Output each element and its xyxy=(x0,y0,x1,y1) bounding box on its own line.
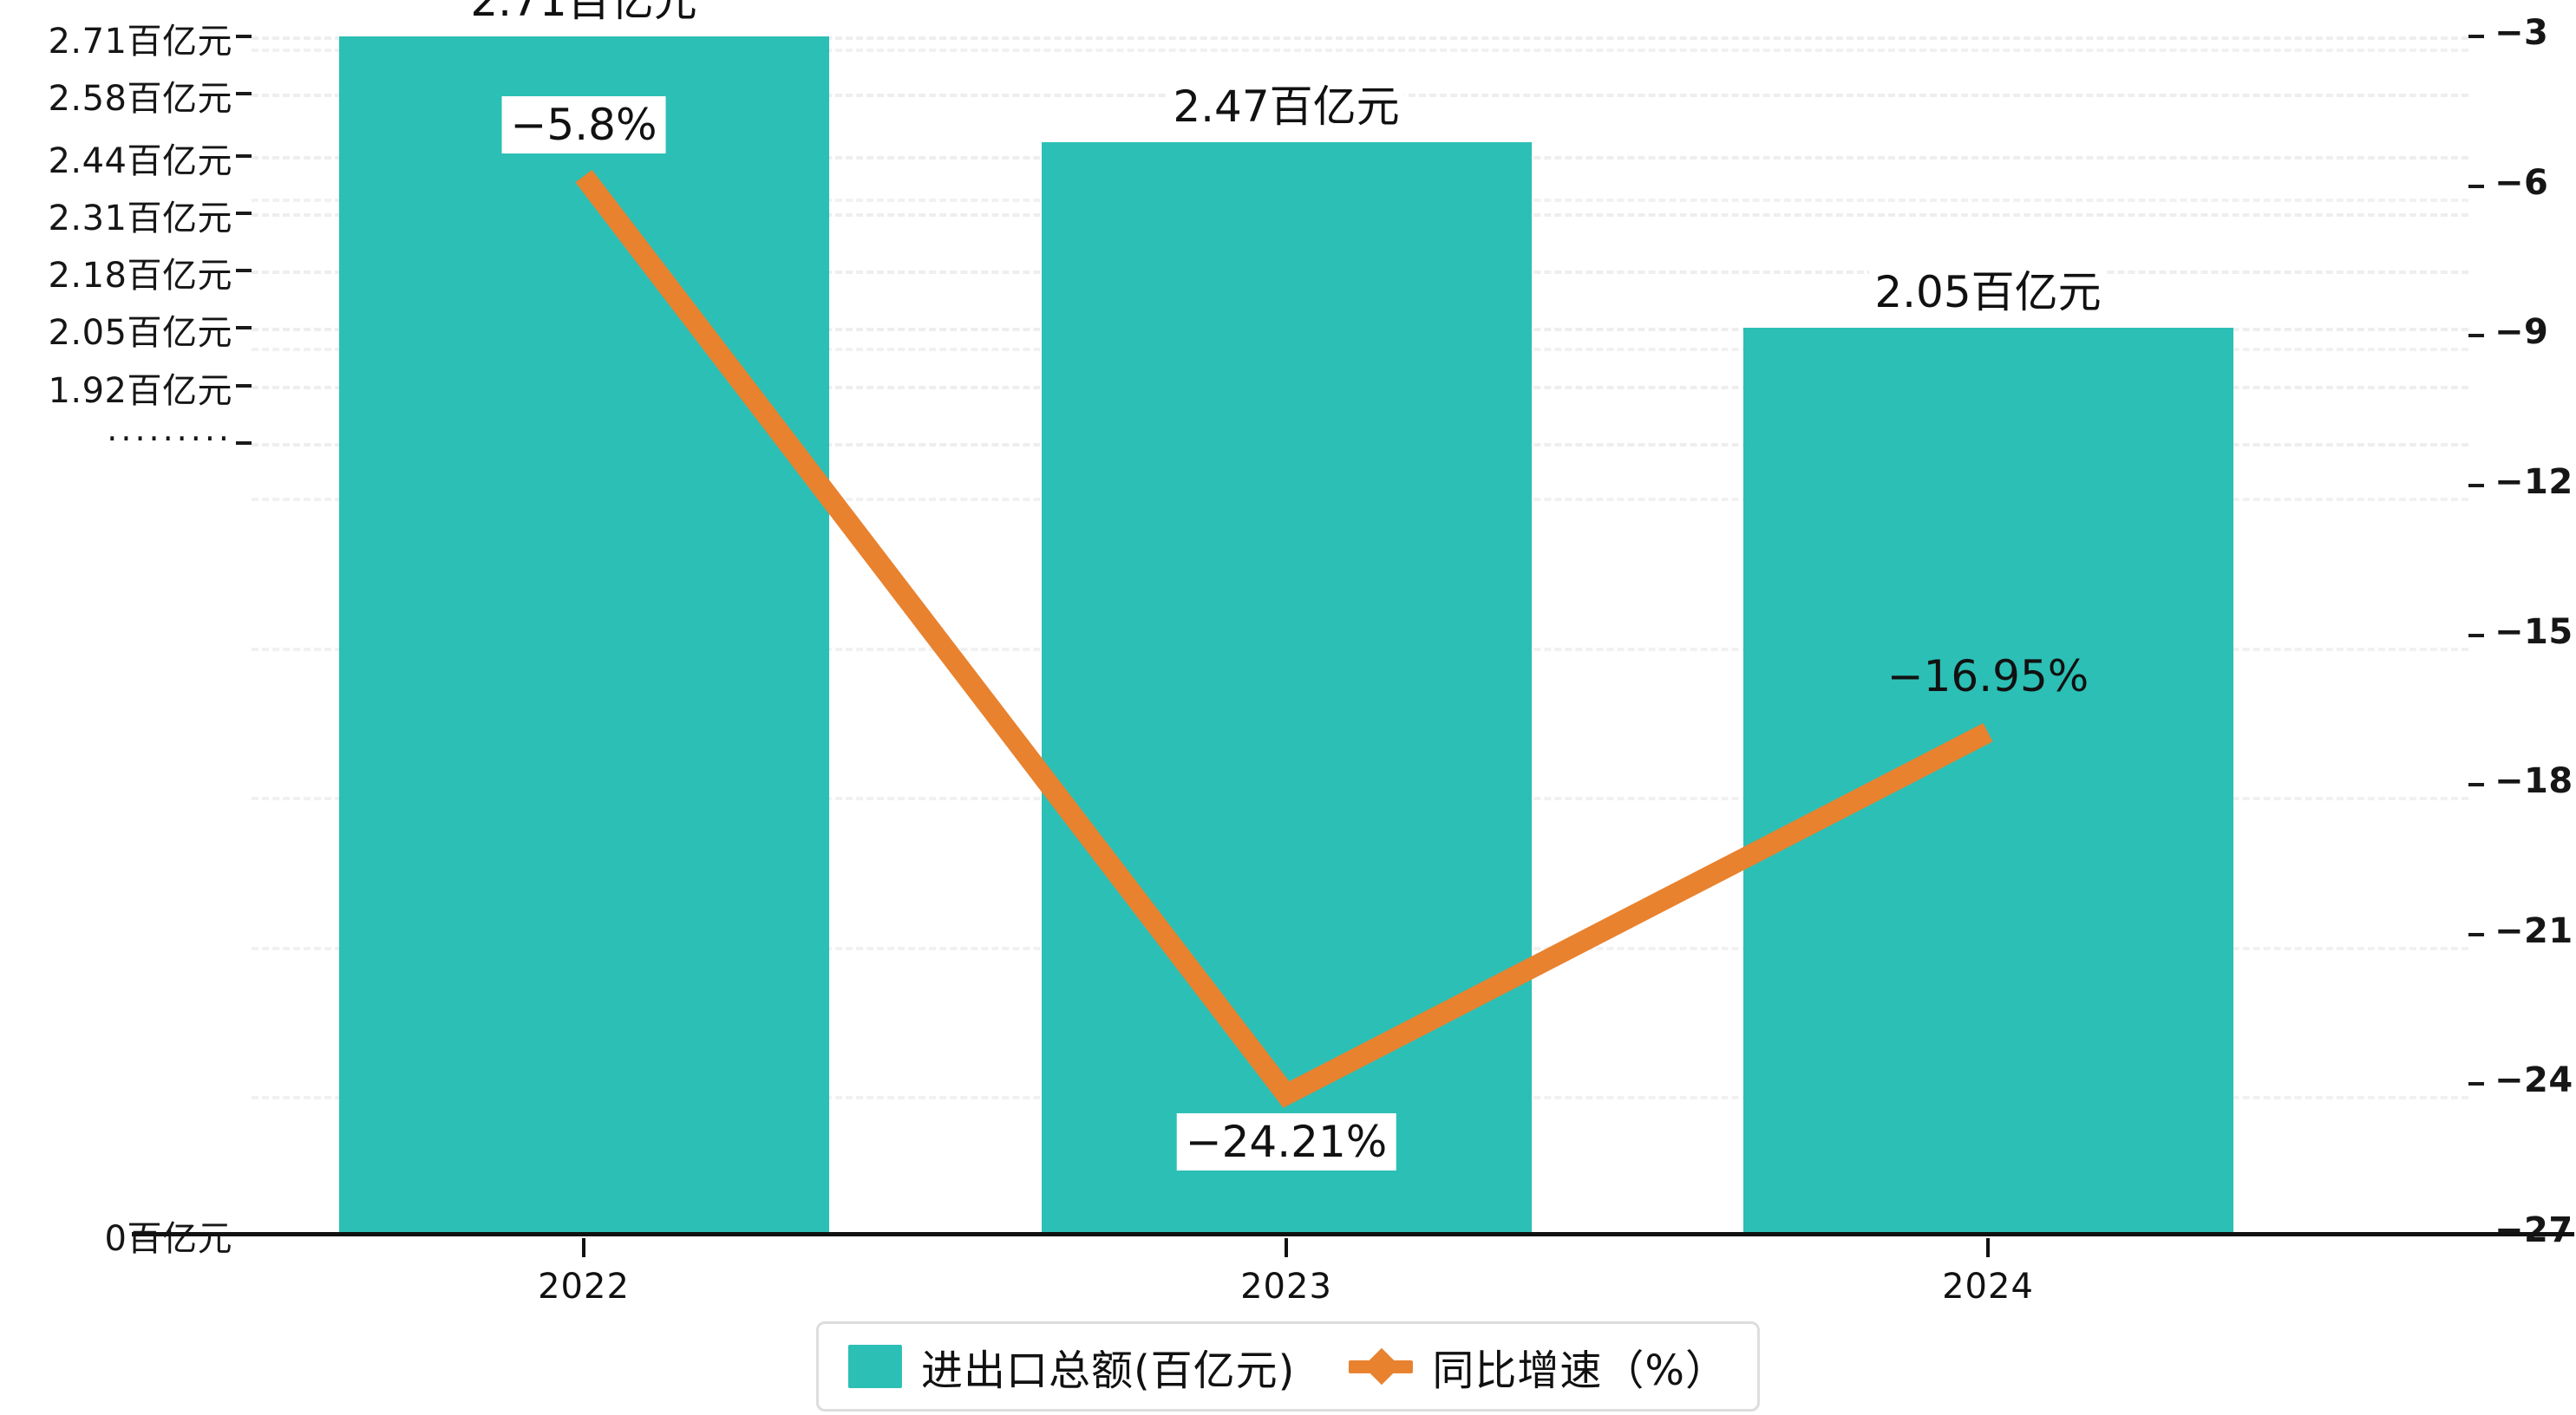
left-axis-tick-label: 2.05百亿元 xyxy=(48,313,232,354)
left-axis-tick-label: 0百亿元 xyxy=(104,1219,232,1259)
right-axis-tick-label: −6 xyxy=(2494,162,2549,203)
x-axis-tick-label: 2024 xyxy=(1942,1267,2034,1307)
legend-line-diamond-icon xyxy=(1349,1345,1414,1388)
right-axis-tick-mark xyxy=(2468,932,2484,936)
left-axis-tick-label: 2.44百亿元 xyxy=(48,140,232,181)
legend-item-line[interactable]: 同比增速（%） xyxy=(1349,1336,1728,1397)
right-axis-tick-label: −21 xyxy=(2494,910,2573,951)
bar-value-label: 2.47百亿元 xyxy=(1167,82,1405,133)
left-axis-tick-label: 2.31百亿元 xyxy=(48,198,232,238)
gridline-left xyxy=(252,36,2468,40)
x-axis-tick-mark xyxy=(1285,1238,1288,1257)
x-axis-tick-label: 2023 xyxy=(1240,1267,1332,1307)
legend-label-line: 同比增速（%） xyxy=(1432,1347,1729,1395)
legend-label-bar: 进出口总额(百亿元) xyxy=(920,1347,1296,1395)
legend-item-bar[interactable]: 进出口总额(百亿元) xyxy=(847,1336,1296,1397)
right-axis-tick-label: −12 xyxy=(2494,461,2573,502)
right-axis-tick-mark xyxy=(2468,184,2484,188)
bar-value-label: 2.71百亿元 xyxy=(465,0,703,26)
left-axis-tick-mark xyxy=(236,211,252,215)
right-axis-tick-mark xyxy=(2468,35,2484,38)
left-axis-tick-label: 1.92百亿元 xyxy=(48,370,232,411)
right-axis-tick-mark xyxy=(2468,483,2484,487)
right-axis-tick-label: −18 xyxy=(2494,761,2573,802)
left-axis-tick-mark xyxy=(236,326,252,330)
x-axis-line xyxy=(132,1232,2574,1236)
x-axis-tick-label: 2022 xyxy=(538,1267,630,1307)
line-value-label: −24.21% xyxy=(1176,1113,1396,1171)
bar-value-label: 2.05百亿元 xyxy=(1869,267,2107,318)
right-axis-tick-mark xyxy=(2468,783,2484,787)
gridline-right xyxy=(252,49,2468,52)
right-axis-tick-mark xyxy=(2468,1082,2484,1086)
chart-legend[interactable]: 进出口总额(百亿元) 同比增速（%） xyxy=(815,1321,1761,1412)
left-axis-tick-mark xyxy=(236,440,252,445)
line-value-label: −5.8% xyxy=(501,96,666,154)
right-axis-tick-label: −15 xyxy=(2494,611,2573,652)
x-axis-tick-mark xyxy=(582,1238,585,1257)
right-axis-tick-label: −9 xyxy=(2494,312,2549,353)
line-value-label: −16.95% xyxy=(1886,650,2089,701)
x-axis-tick-mark xyxy=(1986,1238,1990,1257)
right-axis-tick-mark xyxy=(2468,633,2484,637)
bar[interactable] xyxy=(338,36,829,1234)
legend-bar-swatch-icon xyxy=(847,1345,902,1388)
right-axis-tick-label: −3 xyxy=(2494,13,2549,53)
bar[interactable] xyxy=(1041,142,1532,1234)
left-axis-tick-label: 2.18百亿元 xyxy=(48,256,232,297)
right-axis-tick-label: −24 xyxy=(2494,1060,2573,1101)
bar[interactable] xyxy=(1742,328,2233,1234)
left-axis-tick-mark xyxy=(236,383,252,388)
left-axis-tick-mark xyxy=(236,153,252,158)
left-axis-tick-label: ········· xyxy=(107,419,232,458)
left-axis-tick-label: 2.58百亿元 xyxy=(48,79,232,120)
right-axis-tick-mark xyxy=(2468,334,2484,338)
right-axis-tick-label: −27 xyxy=(2494,1210,2573,1250)
left-axis-tick-mark xyxy=(236,92,252,96)
left-axis-tick-mark xyxy=(236,35,252,38)
left-axis-tick-label: 2.71百亿元 xyxy=(48,22,232,62)
left-axis-tick-mark xyxy=(236,269,252,273)
